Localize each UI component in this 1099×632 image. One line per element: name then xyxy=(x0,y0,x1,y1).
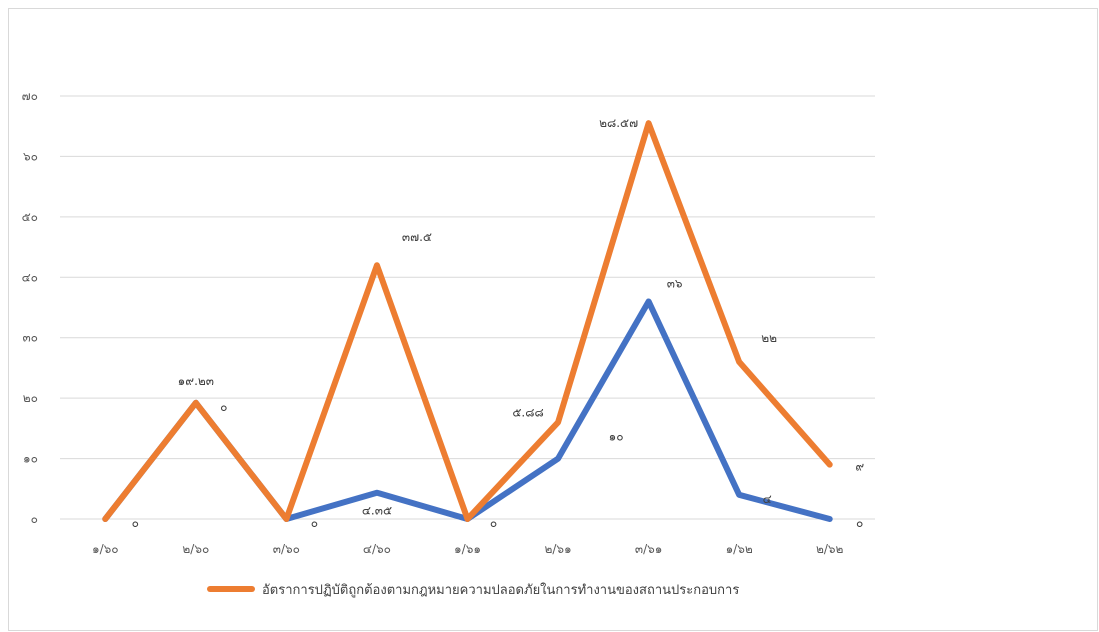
data-label-blue: ๑๐ xyxy=(609,430,624,444)
data-label-blue: ๐ xyxy=(220,400,227,414)
x-tick-label: ๑/๖๑ xyxy=(454,542,481,556)
data-label-blue: ๔.๓๕ xyxy=(362,504,392,518)
legend-label: อัตราการปฏิบัติถูกต้องตามกฎหมายความปลอดภ… xyxy=(262,582,739,598)
data-label-blue: ๐ xyxy=(856,516,863,530)
y-tick-label: ๒๐ xyxy=(23,391,38,405)
data-label-orange: ๕.๘๘ xyxy=(512,405,543,419)
data-label-orange: ๙ xyxy=(855,460,864,474)
x-tick-label: ๑/๖๐ xyxy=(92,542,119,556)
y-tick-label: ๑๐ xyxy=(23,452,38,466)
data-label-orange: ๑๙.๒๓ xyxy=(178,374,214,388)
y-tick-label: ๖๐ xyxy=(23,149,38,163)
x-tick-label: ๑/๖๒ xyxy=(726,542,753,556)
x-tick-label: ๓/๖๑ xyxy=(635,542,662,556)
data-label-blue: ๔ xyxy=(763,492,772,506)
y-tick-label: ๓๐ xyxy=(22,331,38,345)
y-tick-label: ๗๐ xyxy=(22,89,38,103)
x-tick-label: ๒/๖๐ xyxy=(182,542,209,556)
y-tick-label: ๕๐ xyxy=(22,210,38,224)
data-label-blue: ๓๖ xyxy=(667,276,683,290)
series-line-orange xyxy=(102,120,833,522)
x-tick-label: ๓/๖๐ xyxy=(273,542,300,556)
data-label-blue: ๐ xyxy=(132,516,139,530)
data-label-blue: ๐ xyxy=(311,516,318,530)
y-tick-label: ๐ xyxy=(31,512,38,526)
chart-frame xyxy=(8,8,1098,631)
data-label-orange: ๒๒ xyxy=(761,331,777,345)
x-tick-label: ๒/๖๒ xyxy=(816,542,844,556)
y-tick-label: ๔๐ xyxy=(22,270,38,284)
data-label-blue: ๐ xyxy=(490,516,497,530)
series-line-blue xyxy=(102,298,833,522)
x-tick-label: ๔/๖๐ xyxy=(363,542,391,556)
data-label-orange: ๒๘.๕๗ xyxy=(599,116,638,130)
x-tick-label: ๒/๖๑ xyxy=(544,542,571,556)
data-label-orange: ๓๗.๕ xyxy=(402,230,432,244)
